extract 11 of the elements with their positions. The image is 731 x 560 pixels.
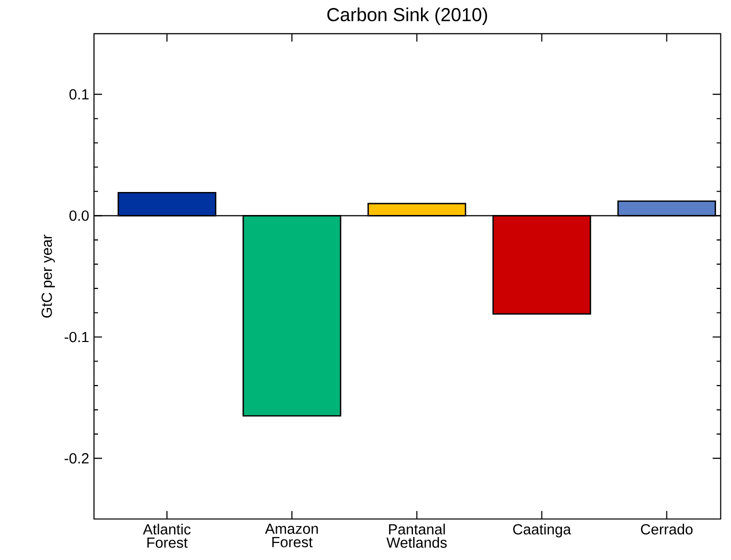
- x-tick-label: Cerrado: [640, 524, 693, 534]
- x-tick-label: Atlantic Forest: [142, 524, 191, 548]
- y-tick-label: 0.1: [69, 89, 89, 100]
- x-tick-label: Amazon Forest: [265, 524, 318, 548]
- x-tick-label: Pantanal Wetlands: [386, 524, 447, 548]
- y-axis-title: GtC per year: [42, 234, 55, 318]
- y-tick-label: 0.0: [69, 210, 89, 221]
- y-tick-label: -0.1: [64, 332, 89, 342]
- chart-title: Carbon Sink (2010): [327, 8, 488, 25]
- x-tick-label: Caatinga: [513, 524, 572, 538]
- y-tick-label: -0.2: [64, 453, 89, 464]
